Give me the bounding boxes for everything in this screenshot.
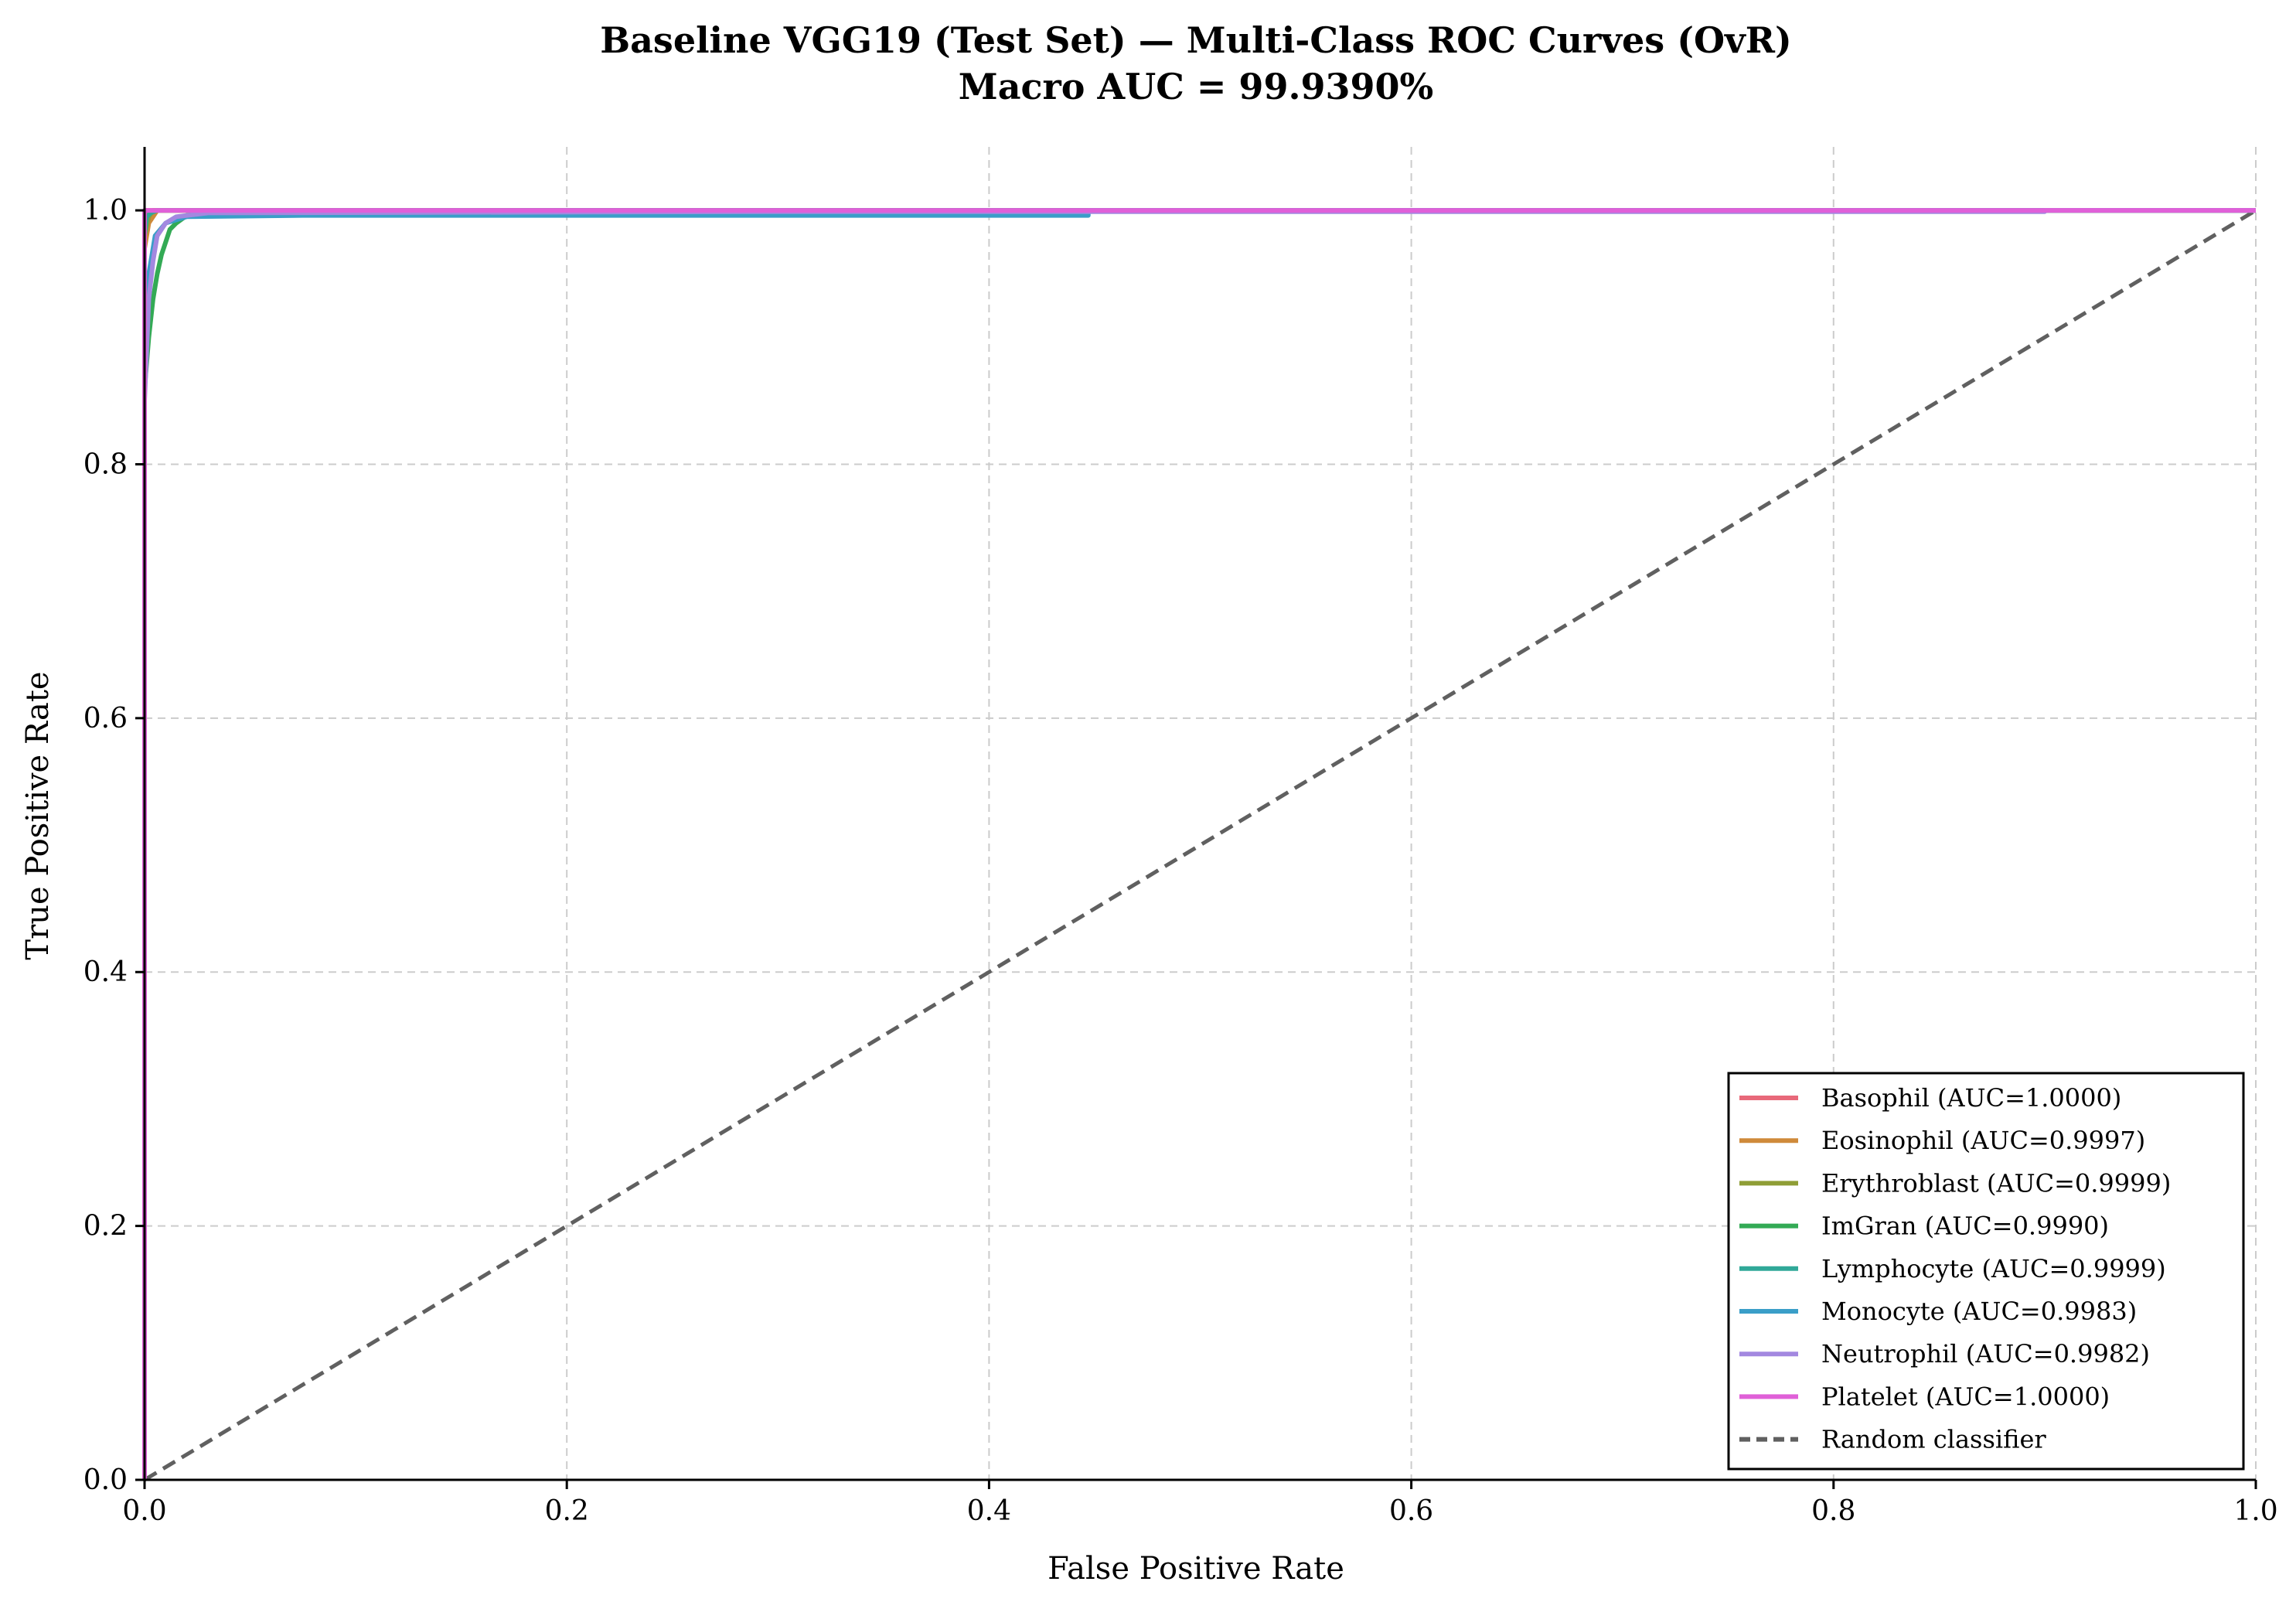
legend: Basophil (AUC=1.0000) Eosinophil (AUC=0.9… xyxy=(1727,1072,2245,1471)
chart-title: Baseline VGG19 (Test Set) — Multi-Class … xyxy=(600,19,1792,61)
x-tick-label: 0.0 xyxy=(122,1495,166,1527)
x-tick-label: 0.2 xyxy=(545,1495,589,1527)
x-tick-label: 0.6 xyxy=(1389,1495,1433,1527)
x-tick-label: 1.0 xyxy=(2233,1495,2277,1527)
y-tick-label: 0.6 xyxy=(83,703,128,735)
y-tick-label: 1.0 xyxy=(83,195,128,227)
x-tick-label: 0.4 xyxy=(967,1495,1011,1527)
legend-label: Lymphocyte (AUC=0.9999) xyxy=(1821,1254,2166,1283)
legend-label: Random classifier xyxy=(1821,1425,2046,1454)
y-axis-label: True Positive Rate xyxy=(20,671,56,959)
legend-label: Platelet (AUC=1.0000) xyxy=(1821,1382,2110,1411)
legend-label: Basophil (AUC=1.0000) xyxy=(1821,1083,2121,1113)
y-tick-label: 0.8 xyxy=(83,448,128,480)
y-tick-label: 0.4 xyxy=(83,956,128,988)
legend-label: Eosinophil (AUC=0.9997) xyxy=(1821,1126,2145,1155)
chart-subtitle: Macro AUC = 99.9390% xyxy=(959,66,1433,107)
legend-box xyxy=(1727,1072,2245,1471)
x-tick-label: 0.8 xyxy=(1811,1495,1855,1527)
y-tick-label: 0.2 xyxy=(83,1211,128,1242)
x-axis-label: False Positive Rate xyxy=(1048,1551,1344,1587)
legend-label: ImGran (AUC=0.9990) xyxy=(1821,1212,2109,1241)
y-tick-label: 0.0 xyxy=(83,1464,128,1496)
legend-label: Neutrophil (AUC=0.9982) xyxy=(1821,1339,2150,1369)
axes xyxy=(143,147,2256,1481)
tick-labels: 0.0 0.2 0.4 0.6 0.8 1.0 0.0 0.2 0.4 0.6 0.8 1.0 xyxy=(83,195,2278,1527)
legend-label: Erythroblast (AUC=0.9999) xyxy=(1821,1168,2171,1198)
legend-label: Monocyte (AUC=0.9983) xyxy=(1821,1297,2137,1326)
